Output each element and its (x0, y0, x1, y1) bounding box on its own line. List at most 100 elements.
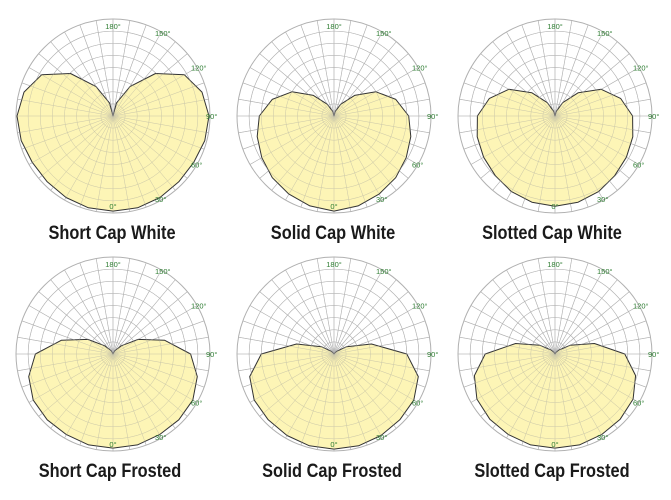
grid-spoke (333, 353, 383, 439)
grid-spoke (95, 115, 114, 212)
grid-spoke (333, 258, 352, 355)
panel-title-slotted-cap-frosted: Slotted Cap Frosted (474, 461, 630, 482)
grid-spoke (50, 279, 114, 355)
grid-spoke (238, 353, 335, 372)
grid-spoke (333, 115, 383, 201)
grid-spoke (316, 258, 335, 355)
grid-spoke (259, 291, 335, 355)
angle-tick-label: 0° (109, 202, 116, 211)
angle-tick-label: 0° (330, 202, 337, 211)
grid-spoke (470, 353, 556, 403)
grid-spoke (259, 53, 335, 117)
grid-spoke (112, 115, 198, 165)
grid-spoke (554, 67, 640, 117)
grid-spoke (112, 291, 188, 355)
grid-spoke (17, 336, 114, 355)
grid-spoke (17, 353, 114, 372)
grid-spoke (112, 305, 198, 355)
grid-spoke (506, 115, 556, 201)
grid-spoke (300, 353, 335, 446)
grid-spoke (333, 291, 409, 355)
grid-spoke (554, 115, 647, 150)
grid-spoke (95, 258, 114, 355)
grid-spoke (285, 353, 335, 439)
grid-spoke (480, 353, 556, 417)
grid-spoke (333, 115, 430, 134)
grid-spoke (333, 353, 397, 429)
grid-spoke (554, 31, 604, 117)
panel-title-slotted-cap-white: Slotted Cap White (482, 223, 622, 244)
grid-spoke (316, 115, 335, 212)
grid-spoke (112, 115, 162, 201)
grid-spoke (50, 115, 114, 191)
grid-spoke (259, 115, 335, 179)
grid-spoke (506, 353, 556, 439)
grid-spoke (38, 353, 114, 417)
grid-spoke (316, 20, 335, 117)
angle-tick-label: 90° (427, 350, 438, 359)
grid-spoke (50, 353, 114, 429)
angle-tick-label: 120° (412, 302, 428, 311)
angle-tick-label: 180° (547, 260, 563, 269)
grid-spoke (333, 115, 426, 150)
grid-spoke (242, 115, 335, 150)
grid-spoke (112, 353, 188, 417)
grid-spoke (249, 305, 335, 355)
grid-spoke (112, 67, 198, 117)
angle-tick-label: 0° (330, 440, 337, 449)
grid-overlay (458, 19, 652, 213)
grid-spoke (300, 262, 335, 355)
grid-spoke (554, 353, 640, 403)
grid-spoke (242, 320, 335, 355)
angle-tick-label: 0° (109, 440, 116, 449)
grid-spoke (333, 269, 383, 355)
grid-spoke (521, 262, 556, 355)
grid-spoke (112, 279, 176, 355)
grid-spoke (28, 353, 114, 403)
angle-tick-label: 150° (597, 29, 613, 38)
grid-spoke (38, 53, 114, 117)
grid-spoke (238, 115, 335, 134)
grid-spoke (333, 24, 368, 117)
angle-tick-label: 150° (155, 29, 171, 38)
grid-spoke (554, 279, 618, 355)
grid-spoke (17, 98, 114, 117)
grid-spoke (28, 305, 114, 355)
grid-spoke (554, 320, 647, 355)
grid-spoke (79, 24, 114, 117)
grid-spoke (554, 41, 618, 117)
grid-overlay (237, 257, 431, 451)
grid-spoke (554, 269, 604, 355)
angle-tick-label: 150° (376, 29, 392, 38)
grid-spoke (333, 353, 419, 403)
grid-spoke (112, 320, 205, 355)
grid-spoke (300, 115, 335, 208)
grid-spoke (333, 262, 368, 355)
grid-spoke (271, 115, 335, 191)
angle-tick-label: 90° (206, 112, 217, 121)
grid-spoke (459, 353, 556, 372)
grid-spoke (333, 320, 426, 355)
polar-chart-slotted-cap-white: 0° 30° 60° 90° 120° 150° 180° (457, 18, 659, 214)
grid-spoke (259, 353, 335, 417)
angle-tick-label: 90° (648, 350, 659, 359)
grid-spoke (112, 31, 162, 117)
grid-spoke (112, 115, 188, 179)
grid-spoke (249, 67, 335, 117)
grid-spoke (316, 353, 335, 450)
grid-spoke (271, 279, 335, 355)
grid-spoke (112, 24, 147, 117)
grid-spoke (333, 353, 426, 388)
angle-tick-label: 150° (155, 267, 171, 276)
grid-overlay (16, 257, 210, 451)
grid-spoke (64, 115, 114, 201)
grid-spoke (333, 115, 368, 208)
grid-spoke (554, 20, 573, 117)
grid-spoke (492, 115, 556, 191)
grid-spoke (95, 20, 114, 117)
grid-spoke (537, 20, 556, 117)
grid-spoke (333, 98, 430, 117)
grid-spoke (112, 115, 147, 208)
grid-spoke (112, 353, 131, 450)
